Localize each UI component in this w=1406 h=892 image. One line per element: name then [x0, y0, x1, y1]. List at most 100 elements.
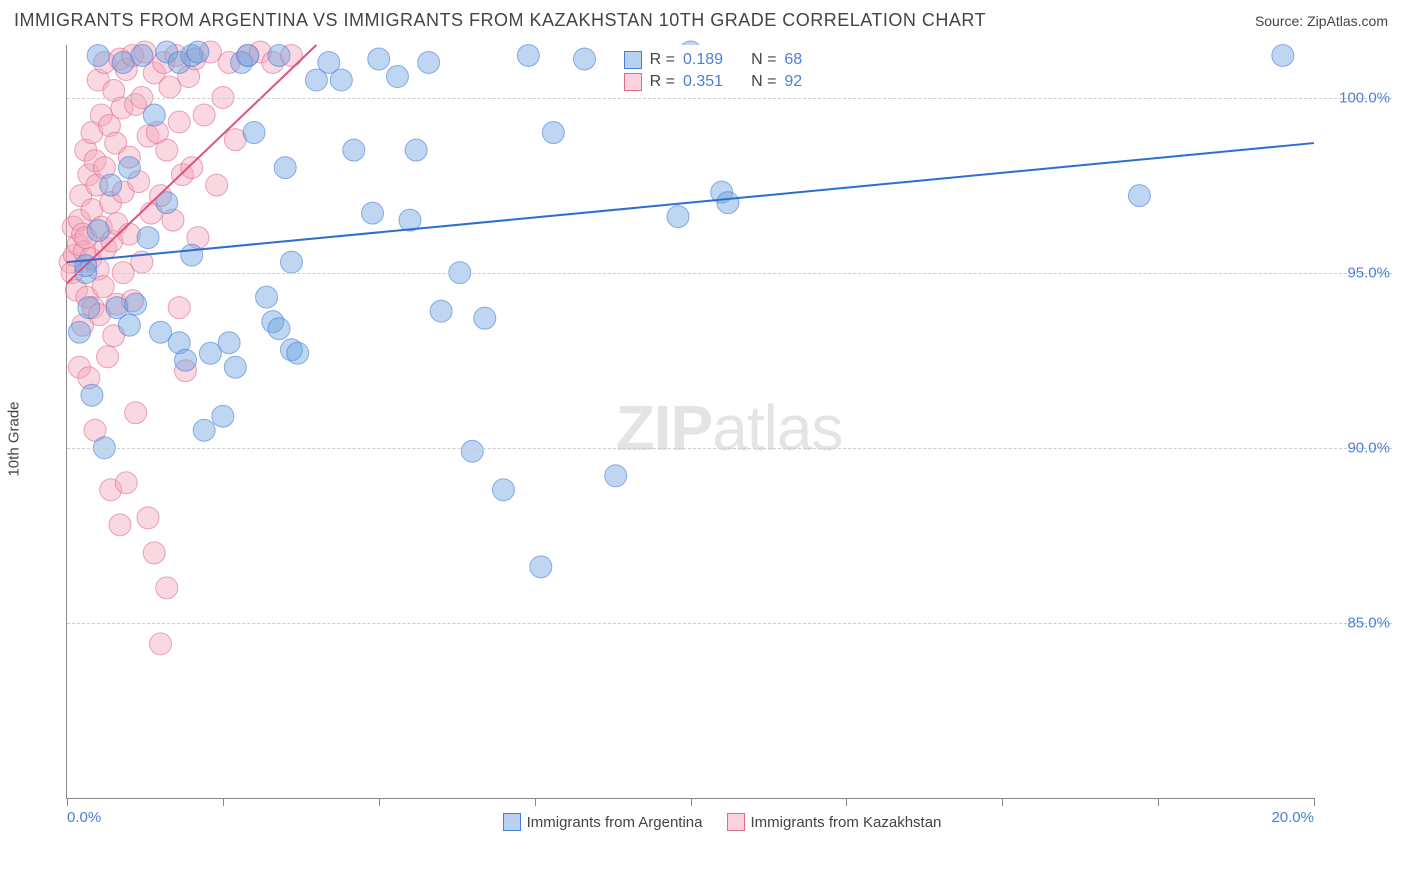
scatter-point: [156, 577, 178, 599]
x-tick: [846, 798, 847, 806]
scatter-point: [131, 45, 153, 67]
scatter-point: [109, 514, 131, 536]
legend-label-argentina: Immigrants from Argentina: [527, 814, 703, 831]
legend-label-kazakhstan: Immigrants from Kazakhstan: [751, 814, 942, 831]
scatter-point: [125, 402, 147, 424]
x-tick: [1158, 798, 1159, 806]
scatter-point: [362, 202, 384, 224]
scatter-point: [218, 332, 240, 354]
y-tick-label: 100.0%: [1339, 89, 1390, 106]
bottom-legend: Immigrants from Argentina Immigrants fro…: [50, 813, 1394, 831]
scatter-point: [92, 276, 114, 298]
scatter-point: [187, 41, 209, 63]
source-name: ZipAtlas.com: [1307, 13, 1388, 29]
scatter-point: [115, 472, 137, 494]
scatter-point: [193, 104, 215, 126]
y-axis-label: 10th Grade: [6, 401, 23, 476]
scatter-point: [280, 251, 302, 273]
stats-r-label: R =: [650, 51, 675, 69]
scatter-point: [181, 157, 203, 179]
scatter-point: [150, 633, 172, 655]
header-bar: IMMIGRANTS FROM ARGENTINA VS IMMIGRANTS …: [0, 0, 1406, 39]
scatter-point: [118, 157, 140, 179]
legend-swatch-kazakhstan: [727, 813, 745, 831]
scatter-point: [212, 405, 234, 427]
scatter-point: [330, 69, 352, 91]
y-tick-label: 85.0%: [1347, 614, 1390, 631]
legend-swatch-argentina: [503, 813, 521, 831]
chart-title: IMMIGRANTS FROM ARGENTINA VS IMMIGRANTS …: [14, 10, 986, 31]
scatter-point: [125, 293, 147, 315]
x-tick: [1002, 798, 1003, 806]
scatter-point: [386, 66, 408, 88]
gridline-h: [67, 98, 1392, 99]
y-tick-label: 90.0%: [1347, 439, 1390, 456]
scatter-point: [237, 45, 259, 67]
scatter-point: [418, 52, 440, 74]
scatter-point: [517, 45, 539, 67]
legend-item-kazakhstan: Immigrants from Kazakhstan: [727, 813, 942, 831]
scatter-point: [137, 507, 159, 529]
x-tick: [379, 798, 380, 806]
stats-n-value-a: 68: [784, 51, 802, 69]
scatter-point: [193, 419, 215, 441]
scatter-point: [137, 227, 159, 249]
x-tick: [691, 798, 692, 806]
scatter-point: [492, 479, 514, 501]
scatter-point: [118, 223, 140, 245]
stats-n-label: N =: [751, 51, 776, 69]
scatter-point: [243, 122, 265, 144]
scatter-point: [181, 244, 203, 266]
stats-row-series-a: R = 0.189 N = 68: [624, 49, 803, 71]
scatter-point: [430, 300, 452, 322]
stats-r-label: R =: [650, 73, 675, 91]
scatter-point: [168, 297, 190, 319]
gridline-h: [67, 448, 1392, 449]
x-tick: [535, 798, 536, 806]
scatter-point: [143, 104, 165, 126]
scatter-point: [224, 356, 246, 378]
stats-n-label: N =: [751, 73, 776, 91]
scatter-point: [530, 556, 552, 578]
stats-r-value-b: 0.351: [683, 73, 723, 91]
scatter-point: [1272, 45, 1294, 67]
scatter-point: [206, 174, 228, 196]
scatter-point: [574, 48, 596, 70]
stats-swatch-argentina: [624, 51, 642, 69]
scatter-svg: [67, 45, 1314, 798]
scatter-point: [168, 111, 190, 133]
x-tick: [1314, 798, 1315, 806]
y-tick-label: 95.0%: [1347, 264, 1390, 281]
scatter-point: [287, 342, 309, 364]
scatter-point: [68, 321, 90, 343]
scatter-point: [256, 286, 278, 308]
scatter-point: [174, 349, 196, 371]
scatter-point: [542, 122, 564, 144]
scatter-point: [156, 139, 178, 161]
stats-row-series-b: R = 0.351 N = 92: [624, 71, 803, 93]
scatter-point: [405, 139, 427, 161]
legend-item-argentina: Immigrants from Argentina: [503, 813, 703, 831]
scatter-point: [78, 297, 100, 319]
scatter-point: [87, 45, 109, 67]
scatter-point: [474, 307, 496, 329]
scatter-point: [87, 220, 109, 242]
scatter-point: [81, 384, 103, 406]
chart-container: 10th Grade ZIPatlas R = 0.189 N = 68 R =…: [50, 39, 1394, 839]
scatter-point: [343, 139, 365, 161]
scatter-point: [97, 346, 119, 368]
gridline-h: [67, 623, 1392, 624]
source-label: Source:: [1255, 13, 1307, 29]
scatter-point: [667, 206, 689, 228]
scatter-point: [368, 48, 390, 70]
gridline-h: [67, 273, 1392, 274]
stats-n-value-b: 92: [784, 73, 802, 91]
scatter-point: [143, 542, 165, 564]
scatter-point: [605, 465, 627, 487]
stats-swatch-kazakhstan: [624, 73, 642, 91]
scatter-point: [717, 192, 739, 214]
scatter-point: [118, 314, 140, 336]
stats-legend-box: R = 0.189 N = 68 R = 0.351 N = 92: [616, 45, 811, 97]
scatter-point: [100, 174, 122, 196]
scatter-point: [274, 157, 296, 179]
